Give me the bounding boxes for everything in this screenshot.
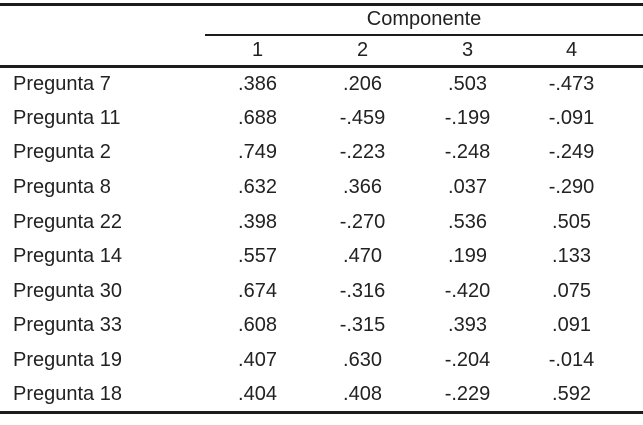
- table-row: Pregunta 22 .398 -.270 .536 .505: [0, 205, 643, 240]
- cell-value: -.199: [444, 106, 491, 129]
- cell-value: -.223: [339, 141, 386, 164]
- cell-value: .536: [448, 210, 487, 233]
- cell-value: .630: [343, 349, 382, 372]
- cell-value: -.420: [444, 279, 491, 302]
- row-label: Pregunta 33: [13, 314, 122, 337]
- cell-value: .688: [238, 106, 277, 129]
- component-matrix-table: Componente 1 2 3 4 Pregunta 7 .386 .206 …: [0, 3, 643, 414]
- table-row: Pregunta 7 .386 .206 .503 -.473: [0, 67, 643, 102]
- cell-value: .366: [343, 176, 382, 199]
- row-label: Pregunta 22: [13, 210, 122, 233]
- row-label: Pregunta 14: [13, 245, 122, 268]
- cell-value: .592: [552, 382, 591, 405]
- cell-value: -.248: [444, 141, 491, 164]
- cell-value: .404: [238, 382, 277, 405]
- cell-value: -.290: [548, 176, 595, 199]
- table-row: Pregunta 33 .608 -.315 .393 .091: [0, 309, 643, 344]
- cell-value: .503: [448, 73, 487, 96]
- cell-value: -.204: [444, 349, 491, 372]
- cell-value: .632: [238, 176, 277, 199]
- cell-value: -.249: [548, 141, 595, 164]
- cell-value: -.270: [339, 210, 386, 233]
- cell-value: .608: [238, 314, 277, 337]
- label-column-header: [0, 34, 205, 68]
- row-label: Pregunta 19: [13, 349, 122, 372]
- column-header-1: 1: [205, 34, 310, 68]
- cell-value: .557: [238, 245, 277, 268]
- corner-cell: [0, 5, 205, 35]
- table-row: Pregunta 8 .632 .366 .037 -.290: [0, 170, 643, 205]
- cell-value: -.091: [548, 106, 595, 129]
- group-header-row: Componente: [0, 4, 643, 36]
- cell-value: .674: [238, 279, 277, 302]
- cell-value: .749: [238, 141, 277, 164]
- cell-value: .393: [448, 314, 487, 337]
- cell-value: .075: [552, 279, 591, 302]
- cell-value: .037: [448, 176, 487, 199]
- column-header-3: 3: [415, 34, 520, 68]
- cell-value: -.315: [339, 314, 386, 337]
- group-header-label: Componente: [205, 4, 643, 36]
- cell-value: .407: [238, 349, 277, 372]
- cell-value: .470: [343, 245, 382, 268]
- cell-value: .206: [343, 73, 382, 96]
- cell-value: .398: [238, 210, 277, 233]
- row-label: Pregunta 11: [13, 106, 121, 129]
- cell-value: .408: [343, 382, 382, 405]
- column-header-row: 1 2 3 4: [0, 34, 643, 68]
- row-label: Pregunta 8: [13, 176, 111, 199]
- cell-value: -.473: [548, 73, 595, 96]
- column-header-4: 4: [520, 34, 643, 68]
- row-label: Pregunta 18: [13, 382, 122, 405]
- table-row: Pregunta 14 .557 .470 .199 .133: [0, 239, 643, 274]
- cell-value: -.459: [339, 106, 386, 129]
- cell-value: .505: [552, 210, 591, 233]
- table-row: Pregunta 2 .749 -.223 -.248 -.249: [0, 136, 643, 171]
- table-row: Pregunta 19 .407 .630 -.204 -.014: [0, 343, 643, 378]
- cell-value: -.014: [548, 349, 595, 372]
- column-header-2: 2: [310, 34, 415, 68]
- cell-value: -.316: [339, 279, 386, 302]
- cell-value: .386: [238, 73, 277, 96]
- row-label: Pregunta 30: [13, 279, 122, 302]
- table-row: Pregunta 18 .404 .408 -.229 .592: [0, 378, 643, 413]
- cell-value: .133: [552, 245, 591, 268]
- table-row: Pregunta 30 .674 -.316 -.420 .075: [0, 274, 643, 309]
- row-label: Pregunta 2: [13, 141, 111, 164]
- cell-value: .199: [448, 245, 487, 268]
- cell-value: -.229: [444, 382, 491, 405]
- cell-value: .091: [552, 314, 591, 337]
- table-row: Pregunta 11 .688 -.459 -.199 -.091: [0, 101, 643, 136]
- row-label: Pregunta 7: [13, 73, 111, 96]
